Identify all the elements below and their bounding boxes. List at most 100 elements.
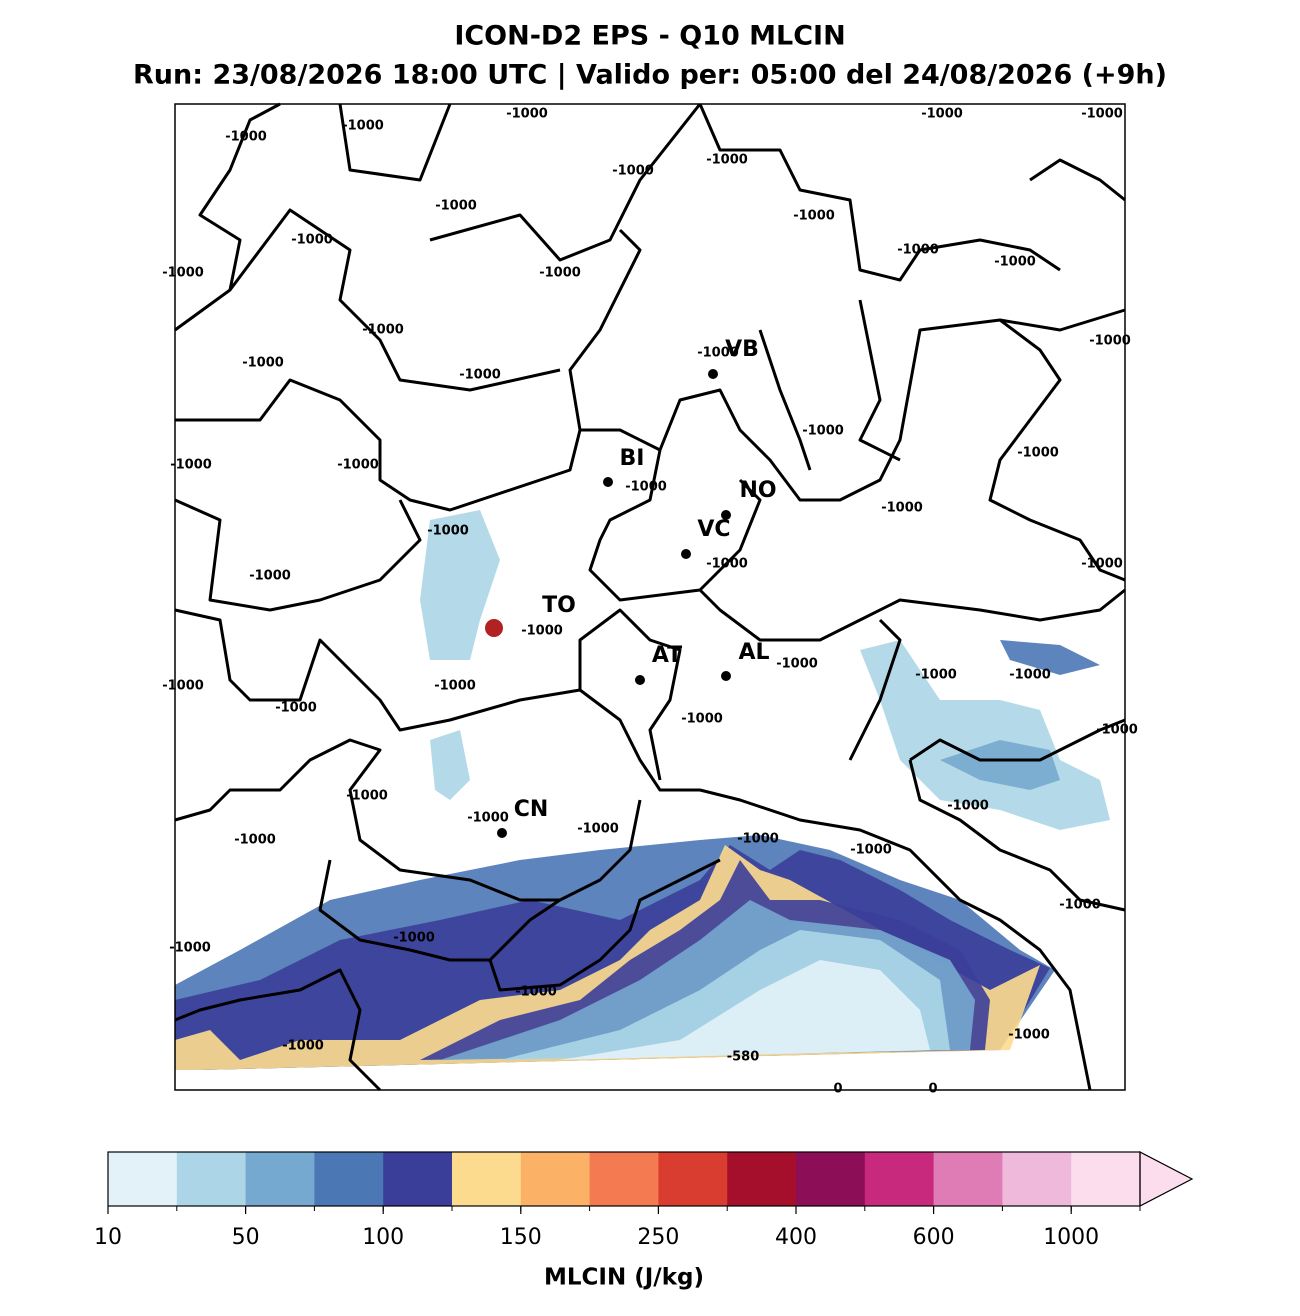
contour-label: -1000 <box>162 266 204 281</box>
contour-label: -1000 <box>577 822 619 837</box>
contour-label: -1000 <box>994 255 1036 270</box>
cin-area <box>430 730 470 800</box>
contour-label: -1000 <box>1059 898 1101 913</box>
city-label: CN <box>514 797 549 822</box>
contour-label: -1000 <box>697 346 739 361</box>
borders <box>174 102 1126 1092</box>
colorbar-tick-label: 250 <box>637 1225 679 1250</box>
city-dot <box>497 828 507 838</box>
contour-label: -1000 <box>162 679 204 694</box>
title: ICON-D2 EPS - Q10 MLCIN <box>454 21 845 52</box>
cin-area <box>420 510 500 660</box>
contour-labels: -1000 -1000 -1000 -1000 -1000 -1000 -1000 -1000… <box>162 107 1138 1097</box>
colorbar-tick-label: 100 <box>362 1225 404 1250</box>
colorbar-swatch <box>658 1152 728 1206</box>
city-dot <box>603 477 613 487</box>
contour-label: 0 <box>833 1082 842 1097</box>
colorbar-swatch <box>589 1152 659 1206</box>
contour-label: -1000 <box>282 1039 324 1054</box>
contour-label: -1000 <box>393 931 435 946</box>
contour-label: -1000 <box>169 941 211 956</box>
colorbar-swatch <box>176 1152 247 1206</box>
contour-label: -1000 <box>625 480 667 495</box>
contour-label: -1000 <box>897 243 939 258</box>
contour-label: -1000 <box>521 624 563 639</box>
contour-label: -1000 <box>434 679 476 694</box>
contour-label: -1000 <box>242 356 284 371</box>
contour-label: 0 <box>928 1082 937 1097</box>
contour-label: -1000 <box>681 712 723 727</box>
contour-label: -1000 <box>506 107 548 122</box>
colorbar-tick-label: 600 <box>913 1225 955 1250</box>
colorbar-tick-label: 1000 <box>1043 1225 1099 1250</box>
city-label: VC <box>697 517 730 542</box>
contour-label: -1000 <box>802 424 844 439</box>
cin-field <box>175 510 1110 1070</box>
contour-label: -1000 <box>435 199 477 214</box>
city-label: AT <box>652 643 682 668</box>
colorbar-swatch <box>452 1152 522 1206</box>
contour-label: -1000 <box>881 501 923 516</box>
colorbar-swatch <box>520 1152 591 1206</box>
city-dot <box>721 510 731 520</box>
colorbar-tick-label: 50 <box>232 1225 260 1250</box>
contour-label: -1000 <box>515 985 557 1000</box>
colorbar-extend <box>1139 1151 1194 1207</box>
city-label: NO <box>739 478 776 503</box>
city-dot <box>708 369 718 379</box>
contour-label: -1000 <box>921 107 963 122</box>
colorbar-frame <box>107 1151 1141 1207</box>
contour-label: -1000 <box>225 130 267 145</box>
contour-label: -1000 <box>915 668 957 683</box>
city-label: BI <box>620 446 645 471</box>
contour-label: -1000 <box>1081 557 1123 572</box>
colorbar-swatch <box>383 1152 453 1206</box>
contour-label: -1000 <box>249 569 291 584</box>
contour-label: -1000 <box>850 843 892 858</box>
contour-label: -1000 <box>291 233 333 248</box>
city-dot <box>635 675 645 685</box>
cities: VB BI NO VC TO AT AL CN <box>497 337 777 838</box>
contour-label: -1000 <box>1009 668 1051 683</box>
city-label: TO <box>542 593 576 618</box>
contour-label: -1000 <box>793 209 835 224</box>
contour-label: -1000 <box>1089 334 1131 349</box>
colorbar-swatch <box>864 1152 935 1206</box>
colorbar-label: MLCIN (J/kg) <box>544 1265 704 1291</box>
colorbar-swatch <box>1071 1152 1141 1206</box>
contour-label: -1000 <box>1017 446 1059 461</box>
city-label: VB <box>725 337 759 362</box>
colorbar-swatch <box>314 1152 384 1206</box>
contour-label: -1000 <box>1096 723 1138 738</box>
contour-label: -1000 <box>234 833 276 848</box>
colorbar-tick-label: 150 <box>500 1225 542 1250</box>
contour-label: -1000 <box>170 458 212 473</box>
contour-label: -1000 <box>459 368 501 383</box>
city-dot <box>721 671 731 681</box>
colorbar-swatch <box>245 1152 315 1206</box>
location-marker <box>485 619 503 637</box>
contour-label: -1000 <box>776 657 818 672</box>
contour-label: -1000 <box>947 799 989 814</box>
cin-area <box>1000 640 1100 675</box>
colorbar-swatch <box>727 1152 797 1206</box>
contour-label: -1000 <box>706 153 748 168</box>
contour-label: -1000 <box>539 266 581 281</box>
city-dot <box>681 549 691 559</box>
contour-label: -1000 <box>1081 107 1123 122</box>
contour-label: -1000 <box>612 164 654 179</box>
contour-label: -1000 <box>1008 1028 1050 1043</box>
contour-label: -1000 <box>275 701 317 716</box>
cin-area <box>940 740 1060 790</box>
map-frame <box>174 103 1126 1091</box>
contour-label: -1000 <box>342 119 384 134</box>
contour-label: -1000 <box>337 458 379 473</box>
cin-area <box>560 960 930 1060</box>
colorbar-swatch <box>1002 1152 1072 1206</box>
colorbar-tick-label: 400 <box>775 1225 817 1250</box>
contour-label: -1000 <box>467 811 509 826</box>
contour-label: -1000 <box>362 323 404 338</box>
colorbar-swatch <box>933 1152 1003 1206</box>
colorbar: 10 50 100 150 250 400 600 1000 <box>94 1151 1194 1250</box>
